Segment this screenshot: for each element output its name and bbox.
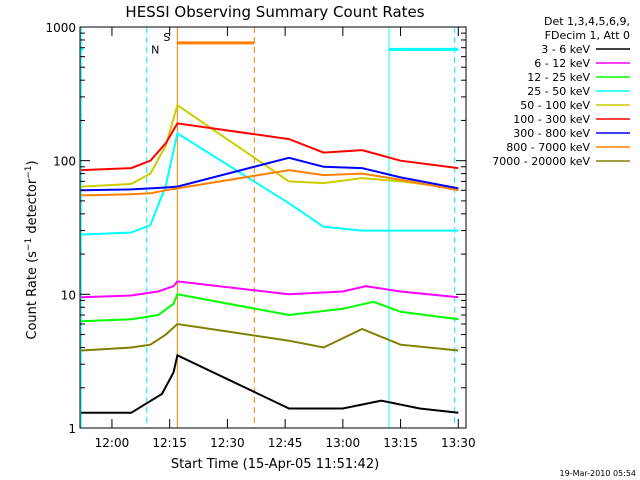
x-tick-label-1: 12:00 xyxy=(95,436,130,450)
legend-label-4: 25 - 50 keV xyxy=(527,85,590,98)
x-tick-label-2: 12:15 xyxy=(152,436,187,450)
series-line-8 xyxy=(81,169,459,197)
series-line-1 xyxy=(81,353,459,414)
series-line-6 xyxy=(81,122,459,172)
plot-frame xyxy=(79,26,467,429)
y-axis-label: Count Rate (s−1 detector−1) xyxy=(24,160,40,339)
legend-header-line-1: Det 1,3,4,5,6,9, xyxy=(544,15,630,28)
axes: 12:00 12:15 12:30 12:45 13:00 13:15 13:30 1 10 10… xyxy=(45,21,475,450)
x-tick-label-7: 13:30 xyxy=(441,436,476,450)
legend-label-1: 3 - 6 keV xyxy=(541,43,590,56)
legend-header-line-2: FDecim 1, Att 0 xyxy=(545,29,630,42)
y-tick-label-4: 1000 xyxy=(45,21,76,35)
series-line-2 xyxy=(81,280,459,299)
legend-label-5: 50 - 100 keV xyxy=(520,99,590,112)
chart-title: HESSI Observing Summary Count Rates xyxy=(125,3,424,21)
legend-label-3: 12 - 25 keV xyxy=(527,71,590,84)
series-line-4 xyxy=(81,131,459,236)
legend-label-2: 6 - 12 keV xyxy=(534,57,590,70)
saa-marker-label: S xyxy=(163,31,170,44)
legend-label-9: 7000 - 20000 keV xyxy=(492,155,590,168)
legend-label-7: 300 - 800 keV xyxy=(513,127,590,140)
x-axis-label: Start Time (15-Apr-05 11:51:42) xyxy=(171,457,379,472)
series-line-3 xyxy=(81,293,459,323)
y-tick-label-2: 10 xyxy=(61,288,76,302)
series-line-7 xyxy=(81,156,459,192)
y-tick-label-3: 100 xyxy=(53,155,76,169)
plot-area: NS xyxy=(80,27,459,428)
x-tick-label-6: 13:15 xyxy=(383,436,418,450)
x-tick-label-4: 12:45 xyxy=(268,436,303,450)
y-tick-label-1: 1 xyxy=(68,422,76,436)
x-tick-label-5: 13:00 xyxy=(326,436,361,450)
legend-label-6: 100 - 300 keV xyxy=(513,113,590,126)
plot-timestamp: 19-Mar-2010 05:54 xyxy=(560,469,637,478)
legend-label-8: 800 - 7000 keV xyxy=(506,141,590,154)
legend: Det 1,3,4,5,6,9, FDecim 1, Att 0 3 - 6 k… xyxy=(492,15,630,168)
x-tick-label-3: 12:30 xyxy=(210,436,245,450)
night-marker-label: N xyxy=(151,43,159,56)
series-line-5 xyxy=(81,103,459,190)
series-line-9 xyxy=(81,322,459,352)
